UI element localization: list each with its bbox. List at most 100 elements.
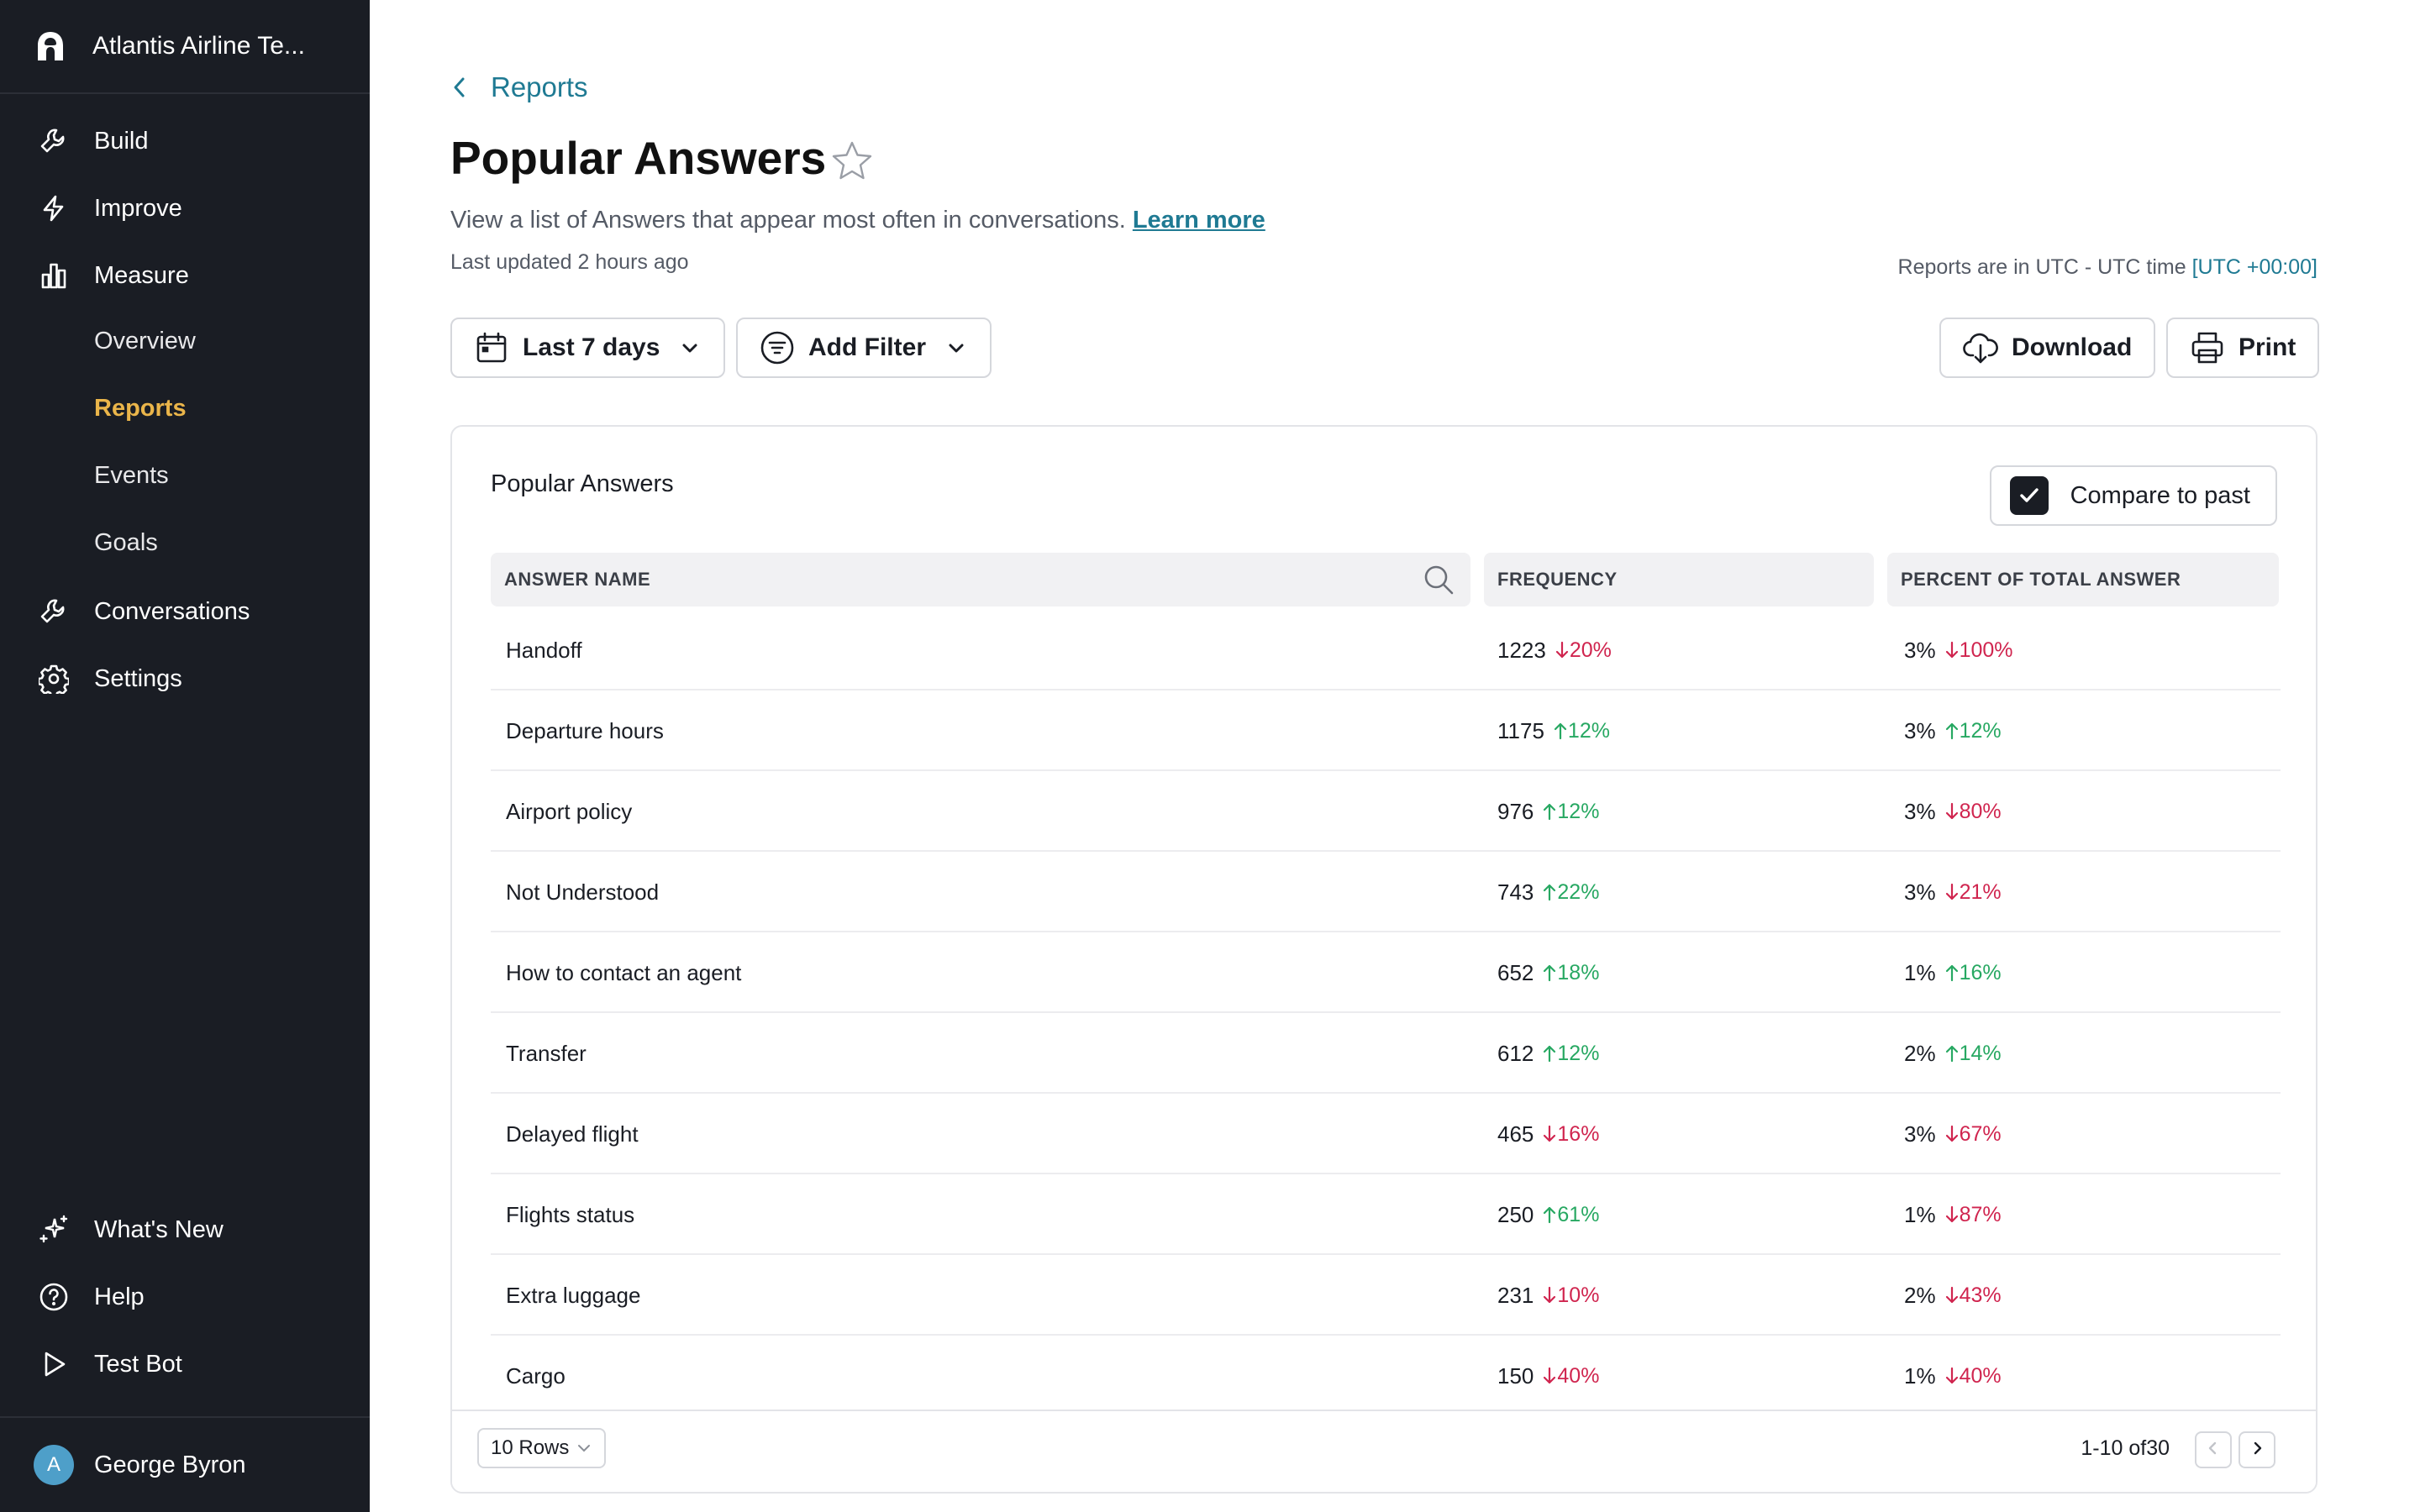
prev-page-button[interactable] xyxy=(2195,1431,2232,1468)
percent-cell: 3% 12% xyxy=(1904,690,2002,771)
table-row[interactable]: Handoff 1223 20% 3% 100% xyxy=(491,610,2281,690)
nav-reports[interactable]: Reports xyxy=(94,394,187,422)
percent-cell: 2% 43% xyxy=(1904,1255,2002,1336)
nav-test-bot[interactable]: Test Bot xyxy=(0,1339,370,1389)
answer-name: Departure hours xyxy=(506,717,664,743)
description-text: View a list of Answers that appear most … xyxy=(450,207,1126,234)
frequency-delta-value: 22% xyxy=(1557,879,1600,904)
checkbox-checked-icon[interactable] xyxy=(2009,476,2049,515)
lightning-icon xyxy=(37,192,71,225)
arrow-down-icon xyxy=(1944,641,1960,659)
arrow-down-icon xyxy=(1944,1205,1960,1224)
nav-settings[interactable]: Settings xyxy=(0,654,370,704)
brand-logo-icon xyxy=(34,29,67,63)
star-icon[interactable] xyxy=(830,139,874,183)
nav-improve[interactable]: Improve xyxy=(0,183,370,234)
frequency-delta-value: 61% xyxy=(1557,1202,1600,1226)
arrow-down-icon xyxy=(1944,1125,1960,1143)
percent-delta-value: 80% xyxy=(1959,799,2002,823)
percent-cell: 3% 100% xyxy=(1904,610,2013,690)
workspace-name: Atlantis Airline Te... xyxy=(92,32,305,60)
search-icon[interactable] xyxy=(1422,563,1455,596)
table-row[interactable]: How to contact an agent 652 18% 1% 16% xyxy=(491,932,2281,1013)
compare-to-past-toggle[interactable]: Compare to past xyxy=(1989,465,2277,526)
frequency-delta-value: 40% xyxy=(1557,1363,1600,1388)
arrow-down-icon xyxy=(1944,802,1960,821)
nav-help[interactable]: Help xyxy=(0,1272,370,1322)
table-row[interactable]: Transfer 612 12% 2% 14% xyxy=(491,1013,2281,1094)
percent-delta-value: 21% xyxy=(1959,879,2002,904)
nav-whats-new[interactable]: What's New xyxy=(0,1205,370,1255)
frequency-delta-value: 20% xyxy=(1569,638,1612,662)
column-header-label: FREQUENCY xyxy=(1497,569,1618,590)
frequency-delta-value: 12% xyxy=(1557,1041,1600,1065)
arrow-up-icon xyxy=(1542,883,1557,901)
percent-value: 3% xyxy=(1904,879,1936,905)
avatar: A xyxy=(34,1445,74,1485)
percent-delta: 87% xyxy=(1944,1203,2002,1227)
frequency-delta-value: 18% xyxy=(1557,960,1600,984)
rows-per-page-select[interactable]: 10 Rows xyxy=(477,1428,607,1468)
frequency-delta: 10% xyxy=(1542,1284,1599,1308)
percent-cell: 1% 16% xyxy=(1904,932,2002,1013)
date-range-button[interactable]: Last 7 days xyxy=(450,318,726,378)
answer-name: Flights status xyxy=(506,1201,635,1227)
table-row[interactable]: Airport policy 976 12% 3% 80% xyxy=(491,771,2281,852)
next-page-button[interactable] xyxy=(2238,1431,2275,1468)
column-header-frequency[interactable]: FREQUENCY xyxy=(1484,553,1874,606)
nav-build[interactable]: Build xyxy=(0,116,370,166)
answer-name: Extra luggage xyxy=(506,1282,641,1308)
percent-delta: 40% xyxy=(1944,1364,2002,1389)
download-button[interactable]: Download xyxy=(1939,318,2156,378)
arrow-down-icon xyxy=(1944,883,1960,901)
table-row[interactable]: Cargo 150 40% 1% 40% xyxy=(491,1336,2281,1416)
percent-value: 3% xyxy=(1904,798,1936,824)
breadcrumb-back-link[interactable]: Reports xyxy=(450,67,588,108)
percent-cell: 3% 80% xyxy=(1904,771,2002,852)
frequency-cell: 612 12% xyxy=(1497,1013,1599,1094)
percent-value: 2% xyxy=(1904,1282,1936,1308)
table-row[interactable]: Not Understood 743 22% 3% 21% xyxy=(491,852,2281,932)
frequency-delta: 12% xyxy=(1553,719,1610,743)
answer-name: Not Understood xyxy=(506,879,660,905)
percent-delta: 16% xyxy=(1944,961,2002,985)
add-filter-button[interactable]: Add Filter xyxy=(736,318,992,378)
print-label: Print xyxy=(2238,333,2296,361)
percent-delta-value: 40% xyxy=(1959,1363,2002,1388)
nav-conversations-label: Conversations xyxy=(94,597,250,625)
print-button[interactable]: Print xyxy=(2166,318,2320,378)
column-header-answer-name[interactable]: ANSWER NAME xyxy=(491,553,1470,606)
table-row[interactable]: Flights status 250 61% 1% 87% xyxy=(491,1174,2281,1255)
table-row[interactable]: Departure hours 1175 12% 3% 12% xyxy=(491,690,2281,771)
table-row[interactable]: Extra luggage 231 10% 2% 43% xyxy=(491,1255,2281,1336)
frequency-delta: 16% xyxy=(1542,1122,1599,1147)
arrow-up-icon xyxy=(1542,802,1557,821)
percent-delta-value: 43% xyxy=(1959,1283,2002,1307)
learn-more-link[interactable]: Learn more xyxy=(1132,207,1265,234)
percent-delta: 14% xyxy=(1944,1042,2002,1066)
utc-note-text: Reports are in UTC - UTC time xyxy=(1897,255,2186,279)
arrow-down-icon xyxy=(1555,641,1570,659)
frequency-delta: 12% xyxy=(1542,800,1599,824)
column-header-percent[interactable]: PERCENT OF TOTAL ANSWER xyxy=(1887,553,2279,606)
frequency-value: 743 xyxy=(1497,879,1534,905)
nav-overview[interactable]: Overview xyxy=(94,327,196,354)
workspace-switcher[interactable]: Atlantis Airline Te... xyxy=(0,0,370,94)
answer-name: Airport policy xyxy=(506,798,633,824)
question-circle-icon xyxy=(37,1280,71,1314)
user-profile[interactable]: A George Byron xyxy=(0,1416,370,1512)
arrow-up-icon xyxy=(1944,1044,1960,1063)
percent-cell: 2% 14% xyxy=(1904,1013,2002,1094)
nav-events[interactable]: Events xyxy=(94,461,169,489)
table-row[interactable]: Delayed flight 465 16% 3% 67% xyxy=(491,1094,2281,1174)
main-content: Reports Popular Answers View a list of A… xyxy=(370,0,2420,1512)
card-title: Popular Answers xyxy=(491,470,674,497)
arrow-up-icon xyxy=(1542,1205,1557,1224)
nav-measure[interactable]: Measure xyxy=(0,250,370,301)
frequency-cell: 250 61% xyxy=(1497,1174,1599,1255)
percent-cell: 1% 40% xyxy=(1904,1336,2002,1416)
nav-conversations[interactable]: Conversations xyxy=(0,586,370,637)
arrow-up-icon xyxy=(1944,722,1960,740)
nav-goals[interactable]: Goals xyxy=(94,528,158,556)
compare-label: Compare to past xyxy=(2070,481,2250,509)
